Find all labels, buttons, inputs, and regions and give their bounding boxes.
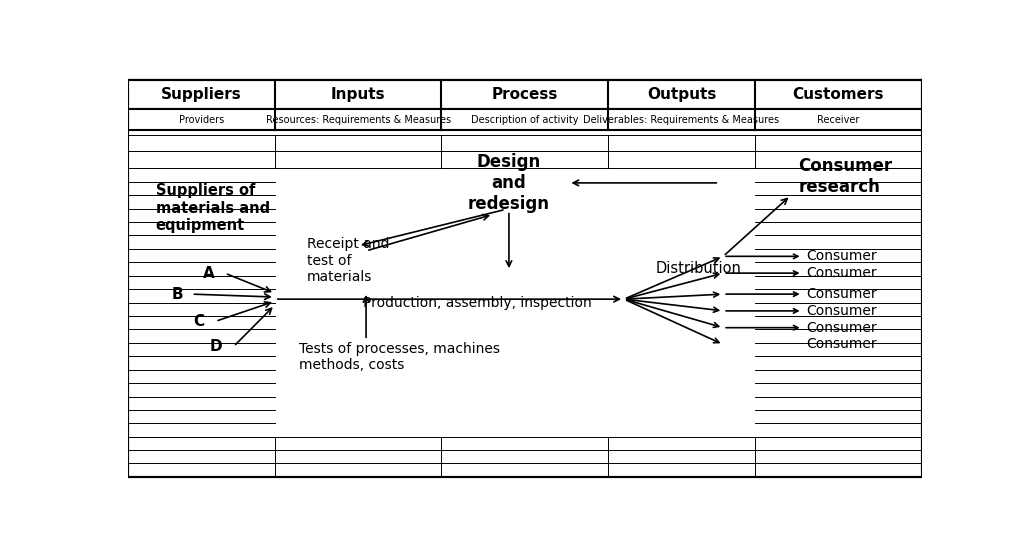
Bar [128, 135, 922, 152]
Text: Receiver: Receiver [817, 115, 859, 125]
Text: Deliverables: Requirements & Measures: Deliverables: Requirements & Measures [584, 115, 779, 125]
Text: Process: Process [492, 87, 558, 102]
Text: Receipt and
test of
materials: Receipt and test of materials [306, 237, 389, 284]
Text: Suppliers: Suppliers [161, 87, 242, 102]
Text: Consumer
research: Consumer research [799, 157, 893, 196]
Text: A: A [204, 265, 215, 281]
Text: Design
and
redesign: Design and redesign [468, 153, 550, 213]
Text: C: C [194, 314, 204, 329]
Text: B: B [172, 287, 183, 301]
Text: Consumer: Consumer [807, 266, 878, 280]
Text: Consumer: Consumer [807, 337, 878, 352]
Text: Suppliers of
materials and
equipment: Suppliers of materials and equipment [156, 183, 270, 233]
Text: Description of activity: Description of activity [471, 115, 579, 125]
Text: Consumer: Consumer [807, 304, 878, 318]
Bar [128, 152, 922, 168]
Text: Customers: Customers [793, 87, 884, 102]
Text: Production, assembly, inspection: Production, assembly, inspection [362, 295, 592, 310]
Text: D: D [210, 339, 222, 354]
Text: Consumer: Consumer [807, 287, 878, 301]
Bar [128, 80, 922, 110]
Bar [128, 110, 922, 130]
Text: Tests of processes, machines
methods, costs: Tests of processes, machines methods, co… [299, 342, 500, 372]
Text: Resources: Requirements & Measures: Resources: Requirements & Measures [265, 115, 451, 125]
Text: Distribution: Distribution [655, 262, 741, 276]
Text: Inputs: Inputs [331, 87, 385, 102]
Text: Providers: Providers [179, 115, 224, 125]
Text: Consumer: Consumer [807, 250, 878, 263]
Text: Outputs: Outputs [647, 87, 716, 102]
Text: Consumer: Consumer [807, 320, 878, 335]
